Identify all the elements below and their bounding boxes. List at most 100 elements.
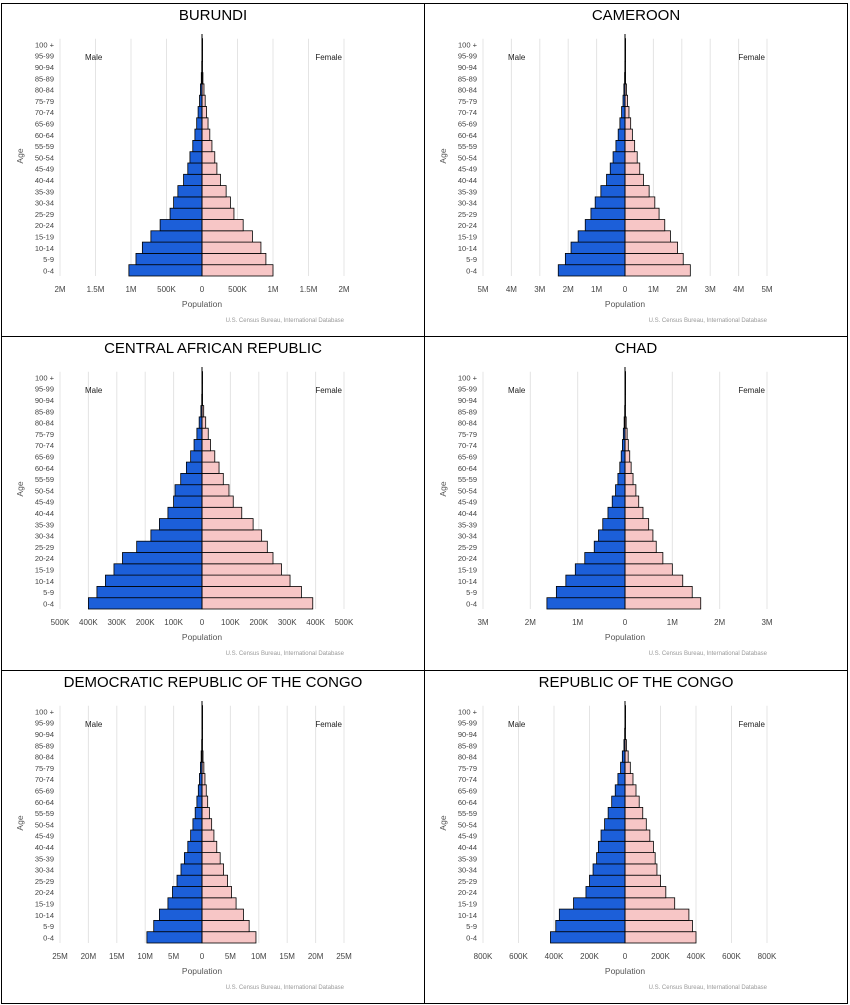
female-bar xyxy=(201,806,210,820)
female-bar xyxy=(624,495,640,508)
male-bar xyxy=(611,495,626,508)
male-legend-label: Male xyxy=(85,53,103,62)
female-bar xyxy=(624,461,632,474)
female-bar xyxy=(201,185,227,198)
age-tick-label: 70-74 xyxy=(35,775,54,784)
grid-divider-row-1 xyxy=(1,336,848,337)
x-tick-label: 400K xyxy=(687,952,706,961)
age-tick-label: 70-74 xyxy=(458,775,477,784)
female-bar xyxy=(201,818,213,831)
x-tick-label: 0 xyxy=(623,618,628,627)
x-tick-label: 2M xyxy=(714,618,725,627)
female-bar xyxy=(624,518,650,531)
age-tick-label: 0-4 xyxy=(43,266,54,275)
x-tick-label: 2M xyxy=(338,285,349,294)
female-bar xyxy=(624,219,666,232)
source-note: U.S. Census Bureau, International Databa… xyxy=(649,318,768,324)
female-bar xyxy=(624,540,657,553)
x-tick-label: 3M xyxy=(705,285,716,294)
male-bar xyxy=(141,241,203,254)
x-tick-label: 15M xyxy=(279,952,295,961)
male-bar xyxy=(617,472,626,486)
male-bar xyxy=(150,230,203,243)
y-axis-title: Age xyxy=(15,148,25,163)
male-bar xyxy=(592,863,626,876)
age-tick-label: 50-54 xyxy=(458,153,477,162)
female-bar xyxy=(624,597,702,610)
age-tick-label: 60-64 xyxy=(35,131,54,140)
male-bar xyxy=(611,795,626,808)
female-bar xyxy=(624,773,634,786)
female-bar xyxy=(201,597,314,610)
female-bar xyxy=(201,574,291,587)
panel-burundi: BURUNDI 0-4 5-9 10-14 15-19 20-24 25-29 30-34 3… xyxy=(2,4,424,336)
age-tick-label: 15-19 xyxy=(35,232,54,241)
female-bar xyxy=(624,784,637,797)
female-bar xyxy=(201,252,267,266)
y-axis-title: Age xyxy=(438,481,448,496)
age-tick-label: 10-14 xyxy=(458,911,477,920)
age-tick-label: 95-99 xyxy=(458,52,477,61)
age-tick-label: 20-24 xyxy=(458,221,477,230)
x-tick-label: 4M xyxy=(733,285,744,294)
age-tick-label: 95-99 xyxy=(35,385,54,394)
male-bar xyxy=(615,139,626,153)
male-bar xyxy=(621,106,626,119)
male-bar xyxy=(88,597,203,610)
age-tick-label: 70-74 xyxy=(458,108,477,117)
x-tick-label: 200K xyxy=(580,952,599,961)
age-tick-label: 25-29 xyxy=(35,877,54,886)
age-tick-label: 30-34 xyxy=(35,866,54,875)
age-tick-label: 35-39 xyxy=(35,187,54,196)
female-bar xyxy=(201,874,228,887)
pyramid-chart: 0-4 5-9 10-14 15-19 20-24 25-29 30-34 35-39 40-4… xyxy=(15,701,352,991)
age-tick-label: 35-39 xyxy=(35,854,54,863)
pyramid-chart: 0-4 5-9 10-14 15-19 20-24 25-29 30-34 35-39 40-4… xyxy=(438,367,773,657)
female-bar xyxy=(201,439,211,452)
male-bar xyxy=(150,529,203,542)
x-tick-label: 2M xyxy=(676,285,687,294)
age-tick-label: 30-34 xyxy=(35,199,54,208)
source-note: U.S. Census Bureau, International Databa… xyxy=(226,985,345,991)
female-bar xyxy=(201,450,216,463)
x-tick-label: 500K xyxy=(157,285,176,294)
male-bar xyxy=(128,264,203,277)
y-axis-title: Age xyxy=(438,815,448,830)
x-axis-title: Population xyxy=(182,299,222,309)
male-bar xyxy=(606,173,626,187)
male-bar xyxy=(546,597,626,610)
age-tick-label: 80-84 xyxy=(35,86,54,95)
male-bar xyxy=(180,472,203,486)
male-bar xyxy=(196,117,203,130)
female-bar xyxy=(624,484,637,497)
male-bar xyxy=(190,829,203,842)
age-tick-label: 55-59 xyxy=(35,142,54,151)
age-tick-label: 5-9 xyxy=(466,255,477,264)
age-tick-label: 5-9 xyxy=(43,255,54,264)
age-tick-label: 50-54 xyxy=(35,486,54,495)
x-tick-label: 10M xyxy=(137,952,153,961)
female-bar xyxy=(624,173,644,187)
x-axis-title: Population xyxy=(182,632,222,642)
age-tick-label: 15-19 xyxy=(458,565,477,574)
x-tick-label: 0 xyxy=(623,952,628,961)
x-tick-label: 0 xyxy=(623,285,628,294)
female-legend-label: Female xyxy=(315,720,342,729)
age-tick-label: 0-4 xyxy=(466,599,477,608)
x-tick-label: 500K xyxy=(335,618,354,627)
male-bar xyxy=(173,196,203,209)
female-bar xyxy=(624,852,656,865)
age-tick-label: 60-64 xyxy=(458,798,477,807)
female-bar xyxy=(624,472,634,486)
male-bar xyxy=(176,874,203,887)
chart-title: CAMEROON xyxy=(591,7,681,24)
grid-divider-vertical xyxy=(424,3,425,1004)
x-tick-label: 0 xyxy=(200,952,205,961)
age-tick-label: 40-44 xyxy=(35,843,54,852)
male-bar xyxy=(590,207,626,220)
female-bar xyxy=(624,450,631,463)
x-tick-label: 200K xyxy=(651,952,670,961)
female-bar xyxy=(201,552,274,565)
female-bar xyxy=(624,162,641,175)
age-tick-label: 5-9 xyxy=(466,588,477,597)
